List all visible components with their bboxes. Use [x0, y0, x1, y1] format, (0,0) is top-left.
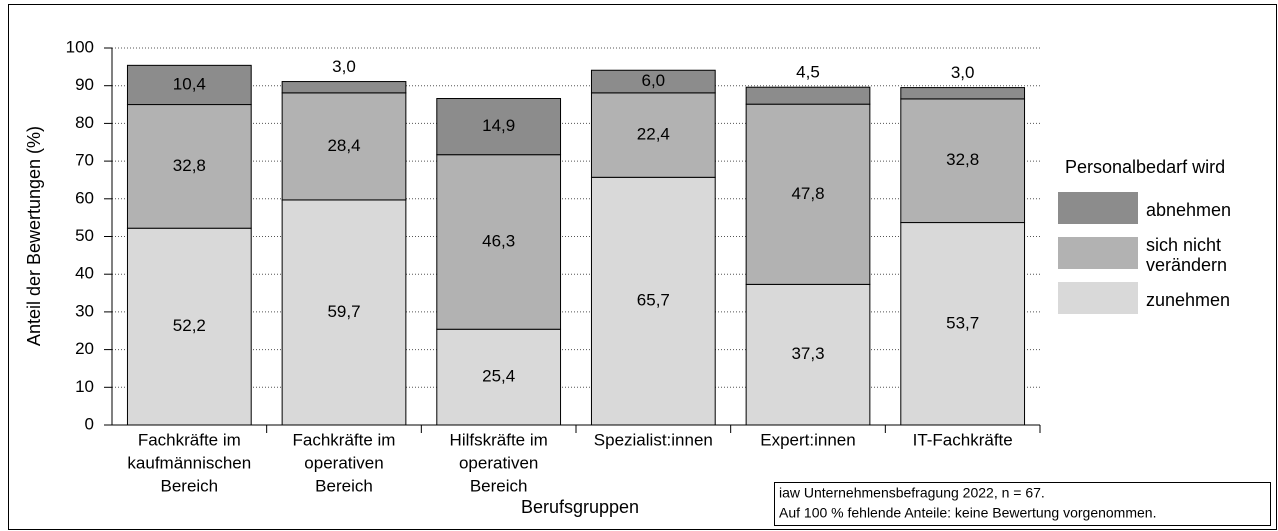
bar-segment: [590, 92, 716, 178]
legend-label: abnehmen: [1146, 200, 1232, 220]
note: iaw Unternehmensbefragung 2022, n = 67.: [779, 485, 1045, 501]
y-tick-label: 80: [75, 113, 94, 132]
y-tick-label: 0: [85, 414, 94, 433]
value-label: 32,8: [946, 150, 979, 169]
value-label: 59,7: [327, 302, 360, 321]
value-label: 47,8: [791, 184, 824, 203]
value-label: 37,3: [791, 344, 824, 363]
y-tick-label: 10: [75, 377, 94, 396]
bar-segment: [745, 86, 871, 105]
note: Auf 100 % fehlende Anteile: keine Bewert…: [779, 505, 1156, 521]
x-tick-label: operativen: [459, 453, 538, 472]
value-label: 52,2: [173, 316, 206, 335]
bar-segment: [281, 81, 407, 94]
legend-text: zunehmen: [1146, 290, 1231, 310]
y-tick-label: 20: [75, 339, 94, 358]
x-axis-title: Berufsgruppen: [521, 497, 639, 517]
value-label: 10,4: [173, 74, 206, 93]
value-label: 3,0: [951, 63, 975, 82]
x-tick-label: Bereich: [161, 476, 219, 495]
bar-segment: [900, 98, 1026, 224]
y-tick-label: 40: [75, 264, 94, 283]
bar-segment: [900, 87, 1026, 100]
bar-segment: [590, 176, 716, 426]
value-label: 6,0: [642, 71, 666, 90]
bar-segment: [436, 154, 562, 330]
legend-label: sich nicht verändern: [1146, 235, 1228, 275]
value-label: 53,7: [946, 313, 979, 332]
bar-segment: [436, 328, 562, 426]
legend-title: Personalbedarf wird: [1065, 157, 1225, 177]
legend-label: zunehmen: [1146, 290, 1231, 310]
x-tick-label: Fachkräfte im: [293, 430, 396, 449]
x-tick-label: Bereich: [315, 476, 373, 495]
x-tick-label: kaufmännischen: [127, 453, 251, 472]
value-label: 3,0: [332, 57, 356, 76]
y-tick-label: 30: [75, 301, 94, 320]
value-label: 46,3: [482, 231, 515, 250]
legend-swatch: [1058, 192, 1138, 224]
bar-segment: [281, 92, 407, 201]
y-tick-label: 100: [66, 37, 94, 56]
y-tick-label: 60: [75, 188, 94, 207]
x-tick-label: Spezialist:innen: [594, 430, 713, 449]
x-tick-label: operativen: [304, 453, 383, 472]
y-tick-label: 70: [75, 151, 94, 170]
y-tick-label: 50: [75, 226, 94, 245]
legend-text: abnehmen: [1146, 200, 1232, 220]
value-label: 25,4: [482, 367, 515, 386]
bar-segment: [126, 104, 252, 229]
y-tick-label: 90: [75, 75, 94, 94]
value-label: 28,4: [327, 136, 360, 155]
legend-swatch: [1058, 237, 1138, 269]
bar-segment: [126, 64, 252, 106]
value-label: 32,8: [173, 156, 206, 175]
legend-swatch: [1058, 282, 1138, 314]
bar-segment: [281, 199, 407, 426]
x-tick-label: Bereich: [470, 476, 528, 495]
bar-segment: [590, 69, 716, 94]
value-label: 14,9: [482, 116, 515, 135]
note-box: [774, 482, 1271, 526]
bar-segment: [126, 227, 252, 426]
value-label: 65,7: [637, 291, 670, 310]
bar-segment: [745, 283, 871, 426]
bar-segment: [436, 98, 562, 156]
value-label: 22,4: [637, 125, 670, 144]
frame: [8, 4, 1277, 530]
y-axis-title: Anteil der Bewertungen (%): [24, 126, 44, 346]
bar-segment: [745, 103, 871, 285]
x-tick-label: Expert:innen: [760, 430, 855, 449]
x-tick-label: IT-Fachkräfte: [913, 430, 1013, 449]
value-label: 4,5: [796, 63, 820, 82]
x-tick-label: Fachkräfte im: [138, 430, 241, 449]
legend-text: sich nicht verändern: [1146, 235, 1228, 275]
x-tick-label: Hilfskräfte im: [450, 430, 548, 449]
